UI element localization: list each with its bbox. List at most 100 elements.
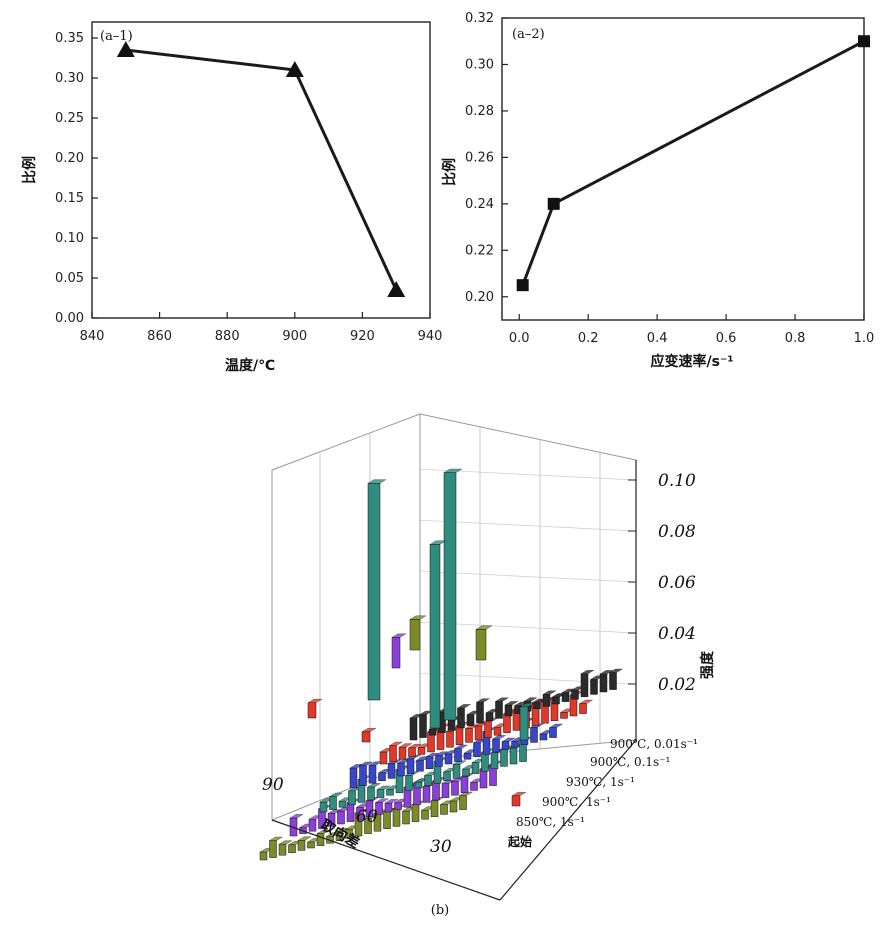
bar <box>402 810 410 825</box>
bar <box>441 783 450 798</box>
bar <box>376 785 391 790</box>
bar-peak <box>307 698 323 703</box>
bar-peak <box>511 792 527 796</box>
bar <box>421 809 429 820</box>
bar <box>417 747 426 755</box>
bar-peak <box>443 468 463 473</box>
chart-a2: (a–2) 比例 应变速率/s⁻¹ 0.0 0.2 0.4 0.6 0.8 1.0 0.20… <box>441 11 874 370</box>
bar <box>358 761 374 766</box>
bar <box>359 765 367 786</box>
data-point <box>547 197 560 210</box>
plot-frame <box>91 21 431 319</box>
bar <box>501 737 516 742</box>
x-tick-label: 0.8 <box>785 331 806 346</box>
x-tick-label: 900 <box>282 329 307 344</box>
panel-label: (a–2) <box>512 27 545 42</box>
bar <box>432 780 440 801</box>
bar <box>428 728 437 736</box>
bar <box>456 704 472 709</box>
bar <box>470 782 478 791</box>
bar-peak <box>409 619 421 651</box>
y-tick-label: 0.35 <box>55 31 84 46</box>
x-tick-label: 90 <box>262 775 284 795</box>
x-tick-label: 880 <box>215 329 240 344</box>
bar <box>337 810 345 825</box>
y-axis-label: 比例 <box>441 158 458 186</box>
y-axis-label: 比例 <box>21 156 38 184</box>
bar <box>452 760 467 765</box>
bar <box>509 747 518 765</box>
bar <box>471 762 480 774</box>
bar <box>376 789 385 798</box>
bar <box>440 804 448 815</box>
bar <box>419 714 427 738</box>
bar <box>366 783 382 788</box>
bar <box>481 751 489 772</box>
x-axis-label: 温度/℃ <box>225 357 275 374</box>
bar <box>328 792 344 797</box>
bar <box>397 762 405 777</box>
bar <box>449 800 458 813</box>
bar <box>590 679 598 695</box>
bar <box>549 727 557 738</box>
bar <box>473 742 481 758</box>
bar <box>405 775 413 791</box>
bar <box>424 775 432 786</box>
bar <box>444 753 453 765</box>
bar-peak <box>443 472 457 721</box>
bar <box>329 796 337 810</box>
bar <box>408 747 416 758</box>
y-tick-label: 0.00 <box>55 311 84 326</box>
panel-label: (a–1) <box>100 29 133 44</box>
bar <box>406 758 415 774</box>
bar <box>297 836 312 841</box>
bar <box>465 728 473 743</box>
chart-a1: (a–1) 比例 温度/℃ 840 860 880 900 920 940 0.00 0.05… <box>21 21 442 374</box>
bar <box>561 692 570 702</box>
bar <box>289 814 304 819</box>
bar <box>389 745 397 762</box>
bar <box>348 790 356 806</box>
y-tick-label: 0.28 <box>465 104 494 119</box>
bar <box>422 786 431 803</box>
bar <box>548 723 564 728</box>
bar <box>474 725 483 741</box>
bar-peak <box>367 483 381 701</box>
bar <box>599 673 608 693</box>
series-label: 900℃, 1s⁻¹ <box>542 795 611 809</box>
bar <box>288 844 296 854</box>
y-tick-label: 0.20 <box>55 151 84 166</box>
bar <box>476 701 484 724</box>
bar <box>462 768 470 777</box>
bar <box>416 759 424 772</box>
series-label: 850℃, 1s⁻¹ <box>516 815 585 829</box>
z-tick-label: 0.08 <box>658 522 696 542</box>
x-tick-label: 0.4 <box>647 331 668 346</box>
bar <box>580 673 589 698</box>
bar <box>378 772 386 782</box>
bar <box>457 707 465 729</box>
bar-peak <box>367 479 387 484</box>
bar <box>454 748 462 762</box>
bar <box>278 840 293 845</box>
bar <box>316 833 325 846</box>
bar <box>398 746 407 760</box>
y-tick-label: 0.25 <box>55 111 84 126</box>
bar <box>379 751 388 765</box>
bar <box>533 702 541 710</box>
bar <box>580 670 595 674</box>
bar <box>268 836 284 841</box>
z-tick-label: 0.02 <box>658 675 696 695</box>
bar <box>388 741 404 746</box>
bar <box>394 802 402 810</box>
bar <box>560 712 568 719</box>
bar <box>367 786 375 801</box>
bar-peak <box>429 544 441 729</box>
y-tick-label: 0.05 <box>55 271 84 286</box>
bar <box>459 795 467 810</box>
x-tick-label: 0.2 <box>578 331 599 346</box>
bar <box>500 749 508 767</box>
panel-label: (b) <box>431 903 449 918</box>
